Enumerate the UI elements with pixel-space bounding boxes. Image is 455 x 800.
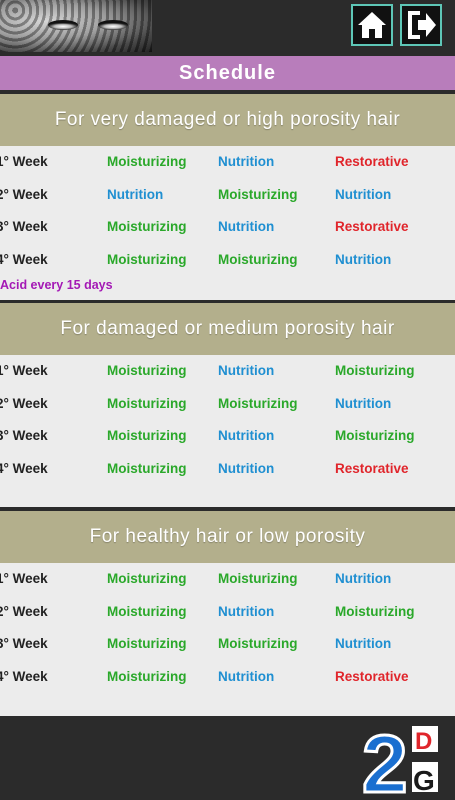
home-icon	[358, 12, 386, 38]
treatment-cell: Moisturizing	[107, 154, 187, 169]
treatment-cell: Moisturizing	[218, 186, 298, 202]
treatment-cell: Nutrition	[218, 219, 275, 234]
exit-button[interactable]	[400, 4, 442, 46]
treatment-cell: Nutrition	[218, 668, 275, 684]
logo-main: 2	[362, 722, 408, 797]
treatment-cell: Moisturizing	[107, 219, 187, 234]
treatment-cell: Moisturizing	[107, 603, 187, 619]
section-title: For healthy hair or low porosity	[0, 511, 455, 563]
treatment-cell: Moisturizing	[107, 460, 187, 476]
treatment-cell: Moisturizing	[107, 251, 187, 267]
week-label: 2° Week	[0, 395, 48, 411]
treatment-cell: Nutrition	[218, 460, 275, 476]
section-title: For damaged or medium porosity hair	[0, 303, 455, 355]
treatment-cell: Restorative	[335, 668, 409, 684]
logo-bottom-letter: G	[413, 765, 435, 796]
table-row: 3° Week Moisturizing Nutrition Moisturiz…	[0, 420, 455, 453]
treatment-cell: Moisturizing	[107, 428, 187, 443]
eye-graphic	[48, 20, 78, 30]
week-label: 4° Week	[0, 460, 48, 476]
top-bar	[0, 0, 455, 54]
schedule-section-damaged: For damaged or medium porosity hair 1° W…	[0, 303, 455, 507]
week-label: 4° Week	[0, 668, 48, 684]
header-image	[0, 0, 152, 52]
table-row: 2° Week Nutrition Moisturizing Nutrition	[0, 179, 455, 212]
table-row: 1° Week Moisturizing Nutrition Restorati…	[0, 146, 455, 179]
table-row: 4° Week Moisturizing Nutrition Restorati…	[0, 453, 455, 486]
week-label: 3° Week	[0, 428, 48, 443]
treatment-cell: Nutrition	[335, 571, 392, 586]
week-label: 1° Week	[0, 363, 48, 378]
week-label: 1° Week	[0, 571, 48, 586]
treatment-cell: Nutrition	[218, 154, 275, 169]
treatment-cell: Moisturizing	[107, 395, 187, 411]
week-label: 4° Week	[0, 251, 48, 267]
treatment-cell: Nutrition	[335, 636, 392, 651]
treatment-cell: Moisturizing	[107, 571, 187, 586]
treatment-cell: Moisturizing	[218, 571, 298, 586]
treatment-cell: Moisturizing	[107, 636, 187, 651]
table-row: 4° Week Moisturizing Nutrition Restorati…	[0, 661, 455, 694]
eye-graphic	[98, 20, 128, 30]
logo-top-letter: D	[415, 728, 432, 755]
table-row: 3° Week Moisturizing Nutrition Restorati…	[0, 211, 455, 244]
table-row: 1° Week Moisturizing Nutrition Moisturiz…	[0, 355, 455, 388]
treatment-cell: Moisturizing	[335, 603, 415, 619]
treatment-cell: Moisturizing	[218, 395, 298, 411]
week-label: 2° Week	[0, 186, 48, 202]
treatment-cell: Nutrition	[218, 428, 275, 443]
page-title: Schedule	[0, 56, 455, 90]
table-row: 1° Week Moisturizing Moisturizing Nutrit…	[0, 563, 455, 596]
table-row: 4° Week Moisturizing Moisturizing Nutrit…	[0, 244, 455, 277]
treatment-cell: Restorative	[335, 219, 409, 234]
acid-note: Acid every 15 days	[0, 278, 113, 292]
table-row: 2° Week Moisturizing Nutrition Moisturiz…	[0, 596, 455, 629]
treatment-cell: Nutrition	[218, 603, 275, 619]
app-logo: 2 D G	[362, 722, 438, 797]
treatment-cell: Nutrition	[107, 186, 164, 202]
week-label: 3° Week	[0, 219, 48, 234]
treatment-cell: Restorative	[335, 460, 409, 476]
schedule-section-healthy: For healthy hair or low porosity 1° Week…	[0, 511, 455, 716]
table-row: 2° Week Moisturizing Moisturizing Nutrit…	[0, 388, 455, 421]
treatment-cell: Moisturizing	[218, 636, 298, 651]
treatment-cell: Nutrition	[335, 186, 392, 202]
exit-icon	[408, 11, 436, 39]
week-label: 2° Week	[0, 603, 48, 619]
treatment-cell: Nutrition	[335, 395, 392, 411]
treatment-cell: Moisturizing	[107, 668, 187, 684]
treatment-cell: Moisturizing	[335, 428, 415, 443]
section-title: For very damaged or high porosity hair	[0, 94, 455, 146]
week-label: 1° Week	[0, 154, 48, 169]
treatment-cell: Restorative	[335, 154, 409, 169]
home-button[interactable]	[351, 4, 393, 46]
treatment-cell: Moisturizing	[218, 251, 298, 267]
treatment-cell: Moisturizing	[107, 363, 187, 378]
treatment-cell: Nutrition	[218, 363, 275, 378]
table-row: 3° Week Moisturizing Moisturizing Nutrit…	[0, 628, 455, 661]
week-label: 3° Week	[0, 636, 48, 651]
schedule-section-very-damaged: For very damaged or high porosity hair 1…	[0, 94, 455, 300]
treatment-cell: Nutrition	[335, 251, 392, 267]
treatment-cell: Moisturizing	[335, 363, 415, 378]
